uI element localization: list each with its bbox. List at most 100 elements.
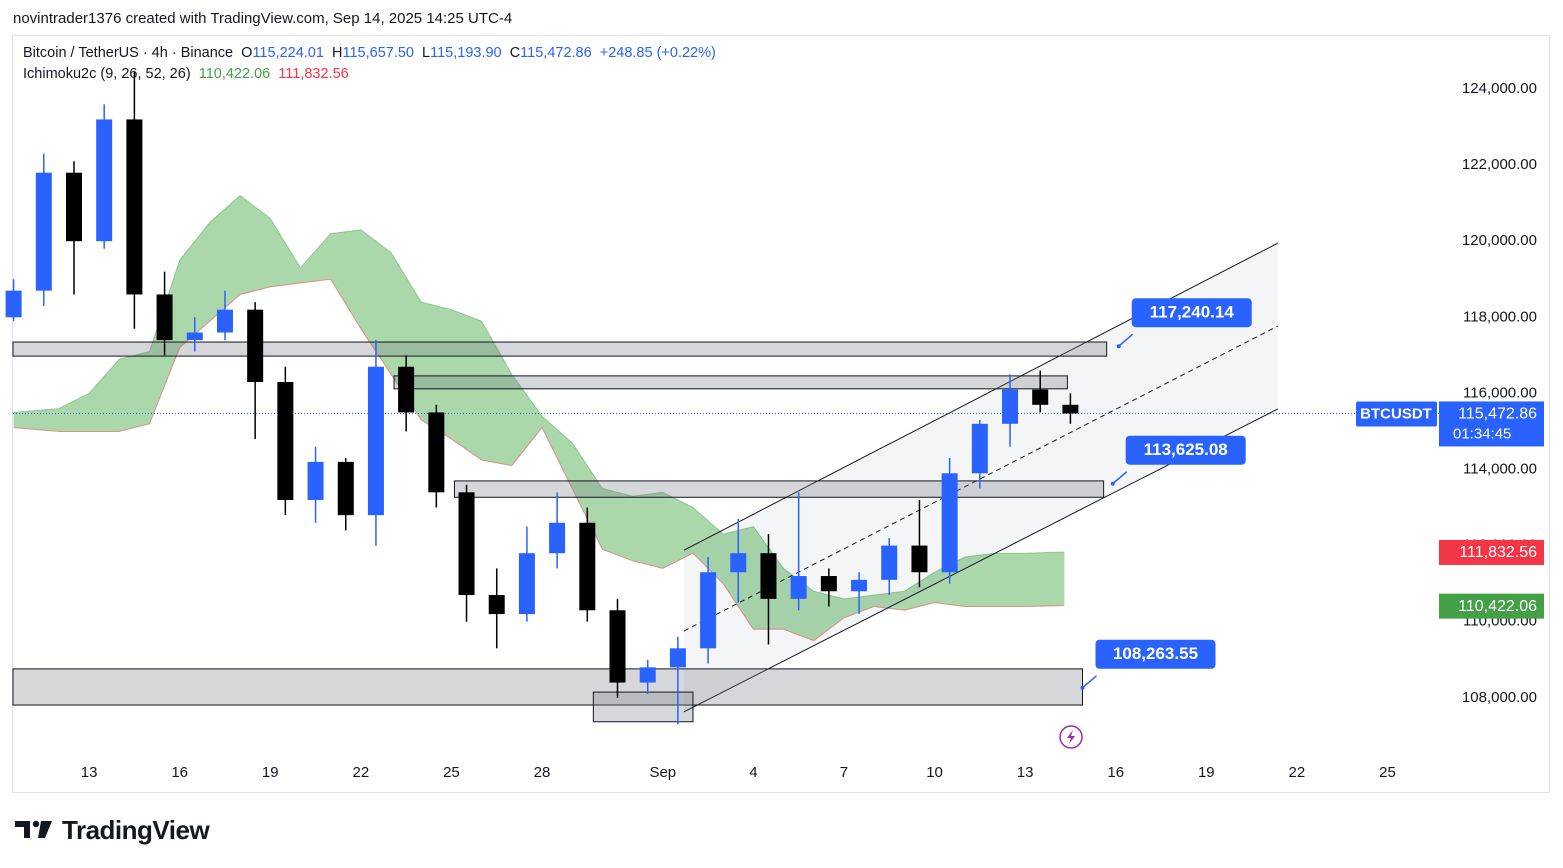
- logo-icon: [15, 820, 52, 838]
- x-tick-label: 7: [840, 764, 848, 781]
- y-tick-label: 118,000.00: [1463, 308, 1537, 325]
- price-label: 115,472.86: [1458, 406, 1537, 423]
- callout-label: 108,263.55: [1113, 644, 1198, 663]
- zone: [393, 375, 1068, 390]
- ichimoku-cloud: [13, 195, 1065, 641]
- y-tick-label: 108,000.00: [1462, 689, 1537, 706]
- open-label: O: [241, 45, 253, 61]
- candle-body: [820, 576, 837, 592]
- candle-body: [126, 119, 143, 295]
- callout-label: 113,625.08: [1144, 440, 1228, 459]
- countdown: 01:34:45: [1453, 425, 1511, 442]
- callout-pointer: [1112, 471, 1128, 485]
- callout-box: [1095, 639, 1216, 669]
- indicator-name: Ichimoku2c (9, 26, 52, 26): [23, 66, 191, 82]
- close-value: 115,472.86: [520, 45, 592, 61]
- zone: [12, 668, 1083, 706]
- lead1-box: [1439, 593, 1544, 619]
- candle-body: [458, 492, 475, 596]
- channel-line: [683, 325, 1279, 632]
- x-tick-label: 25: [1379, 764, 1396, 781]
- callout-box: [1131, 298, 1252, 328]
- candle-body: [760, 553, 777, 599]
- channel-fill: [683, 243, 1278, 712]
- callout-pointer: [1082, 675, 1097, 689]
- low-label: L: [422, 45, 431, 61]
- candle-body: [428, 412, 445, 493]
- x-tick-label: 4: [749, 764, 757, 781]
- candle-body: [247, 309, 264, 382]
- high-value: 115,657.50: [342, 45, 414, 61]
- lead2-box: [1439, 539, 1544, 565]
- candle-body: [35, 172, 52, 291]
- candle-body: [881, 545, 898, 580]
- channel-line: [683, 242, 1279, 551]
- price-box: [1439, 401, 1544, 447]
- candle-body: [790, 576, 807, 599]
- candle-body: [609, 610, 626, 683]
- candle-body: [65, 172, 82, 242]
- candle-body: [277, 381, 294, 500]
- chart-frame: [12, 35, 1550, 793]
- attribution: novintrader1376 created with TradingView…: [13, 10, 513, 27]
- x-tick-label: 22: [1289, 764, 1306, 781]
- open-value: 115,224.01: [252, 45, 324, 61]
- candle-body: [1062, 404, 1079, 414]
- x-tick-label: 13: [81, 764, 98, 781]
- x-tick-label: 22: [352, 764, 369, 781]
- symbol: Bitcoin / TetherUS · 4h · Binance: [23, 45, 234, 61]
- x-tick-label: 13: [1017, 764, 1034, 781]
- candle-body: [1002, 389, 1019, 424]
- candle-body: [971, 423, 988, 474]
- candle-body: [488, 595, 505, 615]
- low-value: 115,193.90: [430, 45, 502, 61]
- candle-body: [1032, 389, 1049, 405]
- y-tick-label: 116,000.00: [1463, 384, 1537, 401]
- lead1-value: 110,422.06: [198, 66, 271, 82]
- change-value: +248.85 (+0.22%): [599, 45, 716, 61]
- y-tick-label: 120,000.00: [1462, 232, 1537, 249]
- candle-body: [669, 648, 686, 668]
- lead1-label: 110,422.06: [1458, 598, 1537, 615]
- zone: [592, 691, 694, 723]
- candle-body: [518, 553, 535, 615]
- symbol-box: [1356, 401, 1437, 427]
- candle-body: [5, 290, 22, 318]
- candle-body: [941, 473, 958, 573]
- candle-body: [549, 522, 566, 554]
- candle-body: [700, 572, 717, 649]
- brand: TradingView: [62, 815, 210, 845]
- x-tick-label: 25: [443, 764, 460, 781]
- candle-body: [337, 461, 354, 516]
- alert-icon[interactable]: [1059, 725, 1083, 749]
- candle-body: [639, 667, 656, 683]
- x-tick-label: 16: [1107, 764, 1124, 781]
- candle-body: [911, 545, 928, 573]
- x-tick-label: 19: [1198, 764, 1215, 781]
- candle-body: [216, 309, 233, 333]
- y-tick-label: 114,000.00: [1463, 460, 1537, 477]
- candle-body: [730, 553, 747, 573]
- candle-body: [96, 119, 113, 242]
- candle-body: [398, 366, 415, 413]
- lead-line: [13, 194, 1065, 600]
- x-tick-label: 16: [171, 764, 188, 781]
- zone: [453, 480, 1105, 498]
- lead2-label: 111,832.56: [1459, 544, 1537, 561]
- y-tick-label: 122,000.00: [1462, 156, 1537, 173]
- lead2-value: 111,832.56: [278, 66, 349, 82]
- candle-body: [579, 522, 596, 611]
- legend-row: Bitcoin / TetherUS · 4h · Binance O115,2…: [23, 45, 716, 61]
- candle-body: [367, 366, 384, 516]
- candle-body: [186, 332, 203, 341]
- x-tick-label: 19: [262, 764, 279, 781]
- x-tick-label: Sep: [649, 764, 676, 781]
- high-label: H: [332, 45, 343, 61]
- callout-label: 117,240.14: [1150, 303, 1235, 322]
- callout-pointer: [1118, 333, 1134, 347]
- candle-body: [156, 294, 173, 341]
- x-tick-label: 10: [926, 764, 943, 781]
- x-tick-label: 28: [534, 764, 551, 781]
- candle-body: [851, 579, 868, 592]
